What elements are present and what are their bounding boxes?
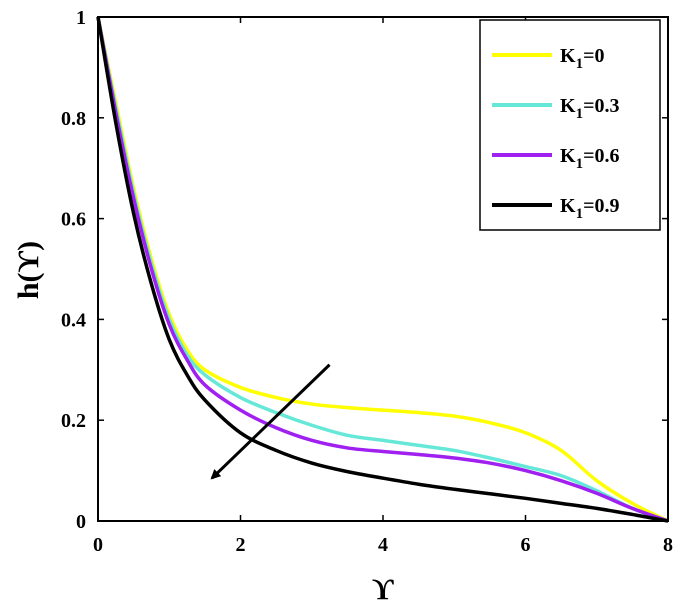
- trend-arrow: [210, 363, 331, 480]
- x-tick-label: 0: [93, 534, 103, 556]
- y-tick-label: 0.2: [61, 410, 86, 432]
- annotation-layer: [210, 363, 331, 480]
- x-tick-label: 4: [378, 534, 388, 556]
- legend-label-2: K1=0.6: [560, 145, 619, 172]
- legend-label-1: K1=0.3: [560, 95, 619, 122]
- y-tick-label: 0.6: [61, 209, 86, 231]
- y-tick-label: 1: [76, 7, 86, 29]
- series-layer: [96, 16, 669, 523]
- legend-label-3: K1=0.9: [560, 195, 619, 222]
- legend-label-0: K1=0: [560, 45, 604, 72]
- y-tick-label: 0.8: [61, 108, 86, 130]
- series-line-3: [96, 16, 669, 523]
- y-tick-label: 0: [76, 511, 86, 533]
- y-axis-label: h(ϒ): [12, 241, 45, 299]
- legend: K1=0 K1=0.3 K1=0.6 K1=0.9: [479, 19, 661, 231]
- x-axis-label: ϒ: [372, 573, 394, 606]
- y-tick-label: 0.4: [61, 309, 86, 331]
- x-tick-label: 8: [663, 534, 673, 556]
- x-tick-label: 2: [236, 534, 246, 556]
- x-tick-label: 6: [521, 534, 531, 556]
- series-line-2: [96, 16, 669, 523]
- tick-layer: 0 2 4 6 8 0 0.2 0.4 0.6 0.8 1: [61, 7, 673, 556]
